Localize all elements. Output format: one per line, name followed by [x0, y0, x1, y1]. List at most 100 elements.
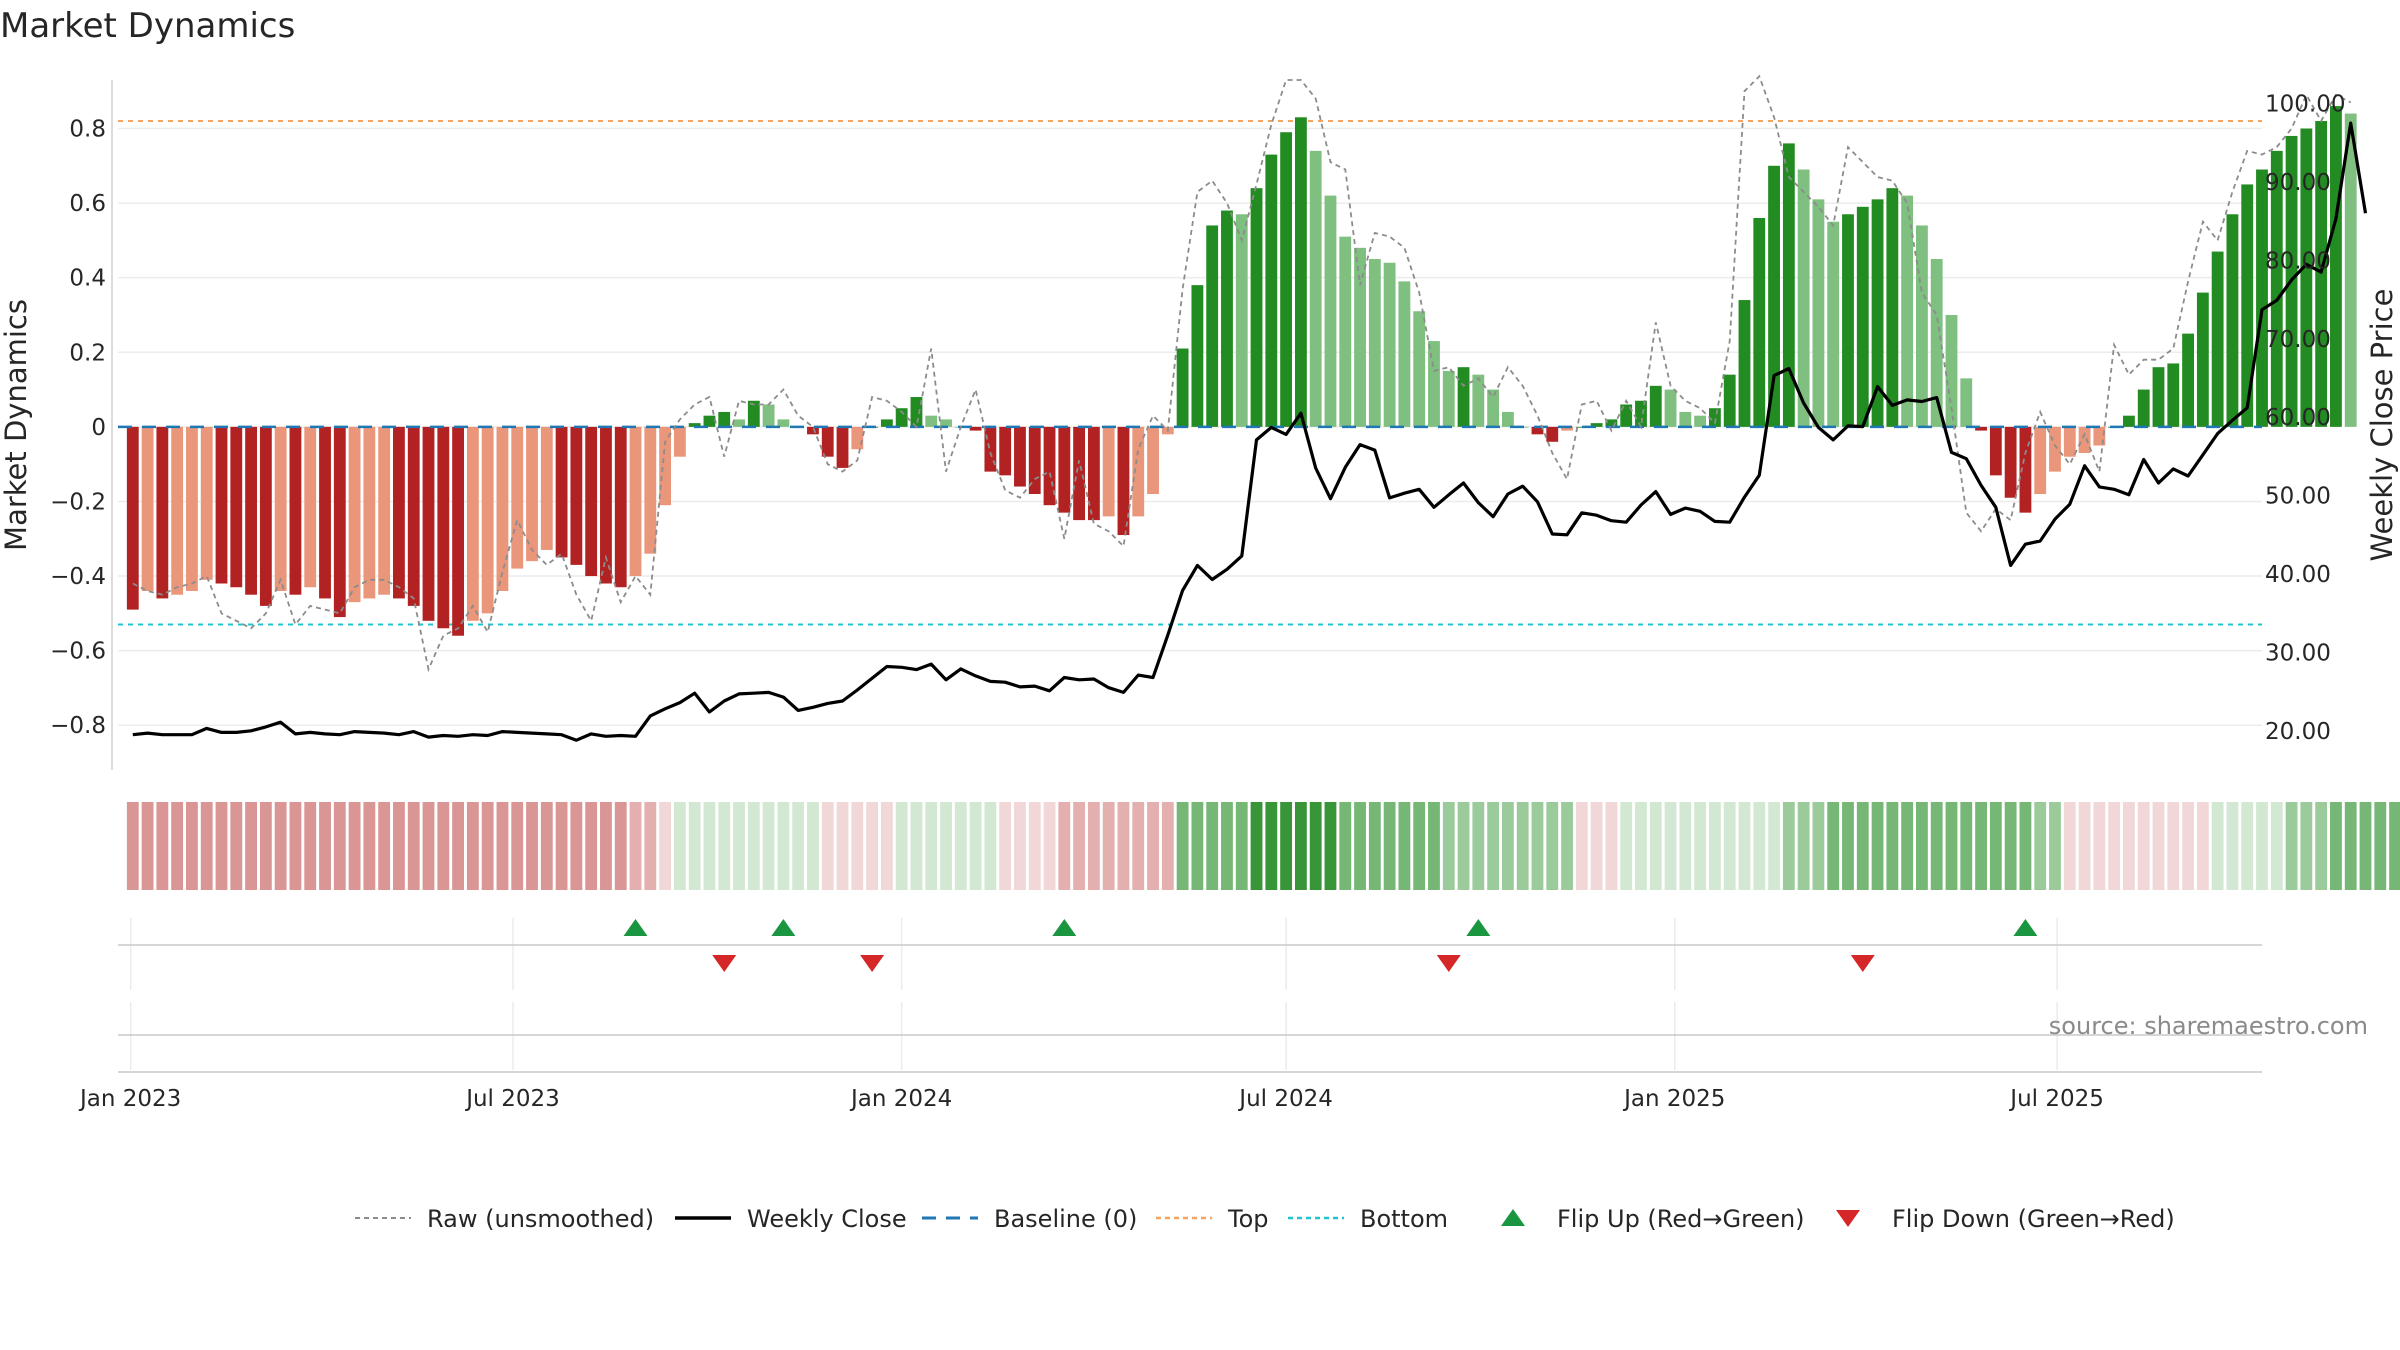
bar-13 — [319, 426, 331, 599]
bar-68 — [1132, 426, 1145, 517]
strip-cell-115 — [1827, 802, 1840, 890]
bar-55 — [940, 419, 952, 427]
strip-cell-134 — [2108, 802, 2121, 890]
strip-cell-130 — [2049, 802, 2061, 890]
strip-cell-81 — [1324, 802, 1337, 890]
bar-113 — [1797, 169, 1810, 427]
bar-103 — [1649, 385, 1662, 427]
strip-cell-108 — [1723, 802, 1736, 890]
strip-cell-8 — [245, 802, 257, 890]
strip-cell-122 — [1930, 802, 1943, 890]
y-left-tick-label-4: 0 — [91, 415, 106, 441]
legend-item-bottom: Bottom — [1288, 1205, 1448, 1233]
bar-51 — [880, 419, 893, 427]
bar-27 — [526, 426, 538, 562]
bar-143 — [2241, 184, 2254, 427]
bar-37 — [673, 426, 686, 457]
strip-cell-67 — [1117, 802, 1130, 890]
strip-cell-118 — [1871, 802, 1884, 890]
raw-unsmoothed-line — [132, 74, 2352, 673]
bar-115 — [1827, 221, 1840, 427]
bar-119 — [1886, 188, 1899, 427]
strip-cell-49 — [851, 802, 864, 890]
axes: 0.8 0.6 0.4 0.2 0 −0.2 −0.4 −0.6 −0.8 100.00 90.00… — [0, 80, 2399, 1112]
bar-35 — [644, 426, 657, 554]
y-left-tick-label-0: 0.8 — [69, 116, 106, 142]
bar-49 — [851, 426, 864, 450]
bar-131 — [2063, 426, 2076, 457]
bar-148 — [2315, 121, 2328, 427]
strip-cell-72 — [1191, 802, 1204, 890]
x-tick-label-4: Jan 2025 — [1622, 1086, 1725, 1112]
bar-58 — [984, 426, 997, 472]
x-tick-label-2: Jan 2024 — [849, 1086, 952, 1112]
bar-54 — [925, 415, 938, 427]
strip-cell-92 — [1487, 802, 1500, 890]
bar-89 — [1442, 370, 1455, 427]
strip-cell-95 — [1531, 802, 1544, 890]
bar-122 — [1930, 259, 1943, 427]
strip-cell-127 — [2004, 802, 2017, 890]
strip-cell-54 — [925, 802, 938, 890]
strip-cell-149 — [2330, 802, 2342, 890]
legend-label-flip_down: Flip Down (Green→Red) — [1892, 1205, 2175, 1233]
bar-53 — [910, 397, 923, 427]
strip-cell-153 — [2389, 802, 2400, 890]
strip-cell-135 — [2123, 802, 2135, 890]
strip-cell-86 — [1398, 802, 1411, 890]
bar-127 — [2004, 426, 2017, 498]
bar-66 — [1102, 426, 1115, 517]
bar-149 — [2330, 106, 2342, 427]
legend-label-baseline: Baseline (0) — [994, 1205, 1137, 1233]
strip-cell-146 — [2285, 802, 2298, 890]
strip-cell-36 — [659, 802, 672, 890]
bar-38 — [688, 423, 701, 427]
strip-cell-144 — [2256, 802, 2268, 890]
bar-6 — [215, 426, 228, 584]
bar-59 — [999, 426, 1012, 476]
strip-cell-88 — [1428, 802, 1440, 890]
strip-cell-128 — [2019, 802, 2032, 890]
bar-20 — [422, 426, 435, 621]
bar-135 — [2123, 415, 2135, 427]
strip-cell-70 — [1161, 802, 1174, 890]
strip-cell-24 — [481, 802, 494, 890]
x-tick-label-1: Jul 2023 — [464, 1086, 560, 1112]
strip-cell-83 — [1354, 802, 1366, 890]
strip-cell-116 — [1842, 802, 1854, 890]
strip-cell-3 — [171, 802, 184, 890]
bar-73 — [1206, 225, 1219, 427]
strip-cell-99 — [1590, 802, 1603, 890]
strip-cell-121 — [1916, 802, 1928, 890]
legend-item-flip_up: Flip Up (Red→Green) — [1501, 1205, 1805, 1233]
strip-cell-110 — [1753, 802, 1766, 890]
strip-cell-43 — [762, 802, 775, 890]
strip-cell-44 — [777, 802, 790, 890]
strip-cell-29 — [555, 802, 568, 890]
bar-128 — [2019, 426, 2032, 513]
strip-cell-113 — [1797, 802, 1810, 890]
strip-cell-139 — [2182, 802, 2194, 890]
strip-cell-112 — [1782, 802, 1795, 890]
strip-cell-12 — [304, 802, 317, 890]
y-right-axis-label: Weekly Close Price — [2365, 289, 2399, 562]
strip-cell-56 — [954, 802, 967, 890]
strip-cell-123 — [1945, 802, 1958, 890]
bar-107 — [1708, 408, 1721, 427]
bar-23 — [466, 426, 479, 621]
strip-cell-46 — [807, 802, 819, 890]
legend-item-raw: Raw (unsmoothed) — [355, 1205, 654, 1233]
y-left-axis-label: Market Dynamics — [0, 299, 33, 551]
bar-40 — [718, 411, 731, 427]
bar-12 — [304, 426, 317, 588]
bar-87 — [1413, 311, 1426, 427]
strip-cell-136 — [2137, 802, 2150, 890]
strip-cell-80 — [1309, 802, 1322, 890]
strip-cell-66 — [1102, 802, 1115, 890]
strip-cell-111 — [1768, 802, 1780, 890]
bar-74 — [1221, 210, 1233, 427]
legend-swatch-flip-up — [1501, 1209, 1525, 1226]
strip-cell-78 — [1280, 802, 1293, 890]
bar-104 — [1664, 389, 1677, 427]
strip-cell-57 — [969, 802, 982, 890]
